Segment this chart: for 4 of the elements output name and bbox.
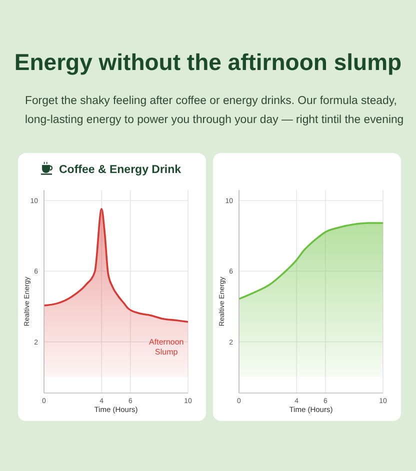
- text: Energy without the aftirnoon slump: [14, 49, 402, 75]
- annotation: Afternoon Slump: [149, 337, 184, 356]
- chart-title: Coffee & Energy Drink: [59, 164, 182, 176]
- text: Forget the shaky feeling after coffee or energy drinks. Our formula steady, long-lasting energy to power you through your day — right tintil the evening: [25, 95, 404, 126]
